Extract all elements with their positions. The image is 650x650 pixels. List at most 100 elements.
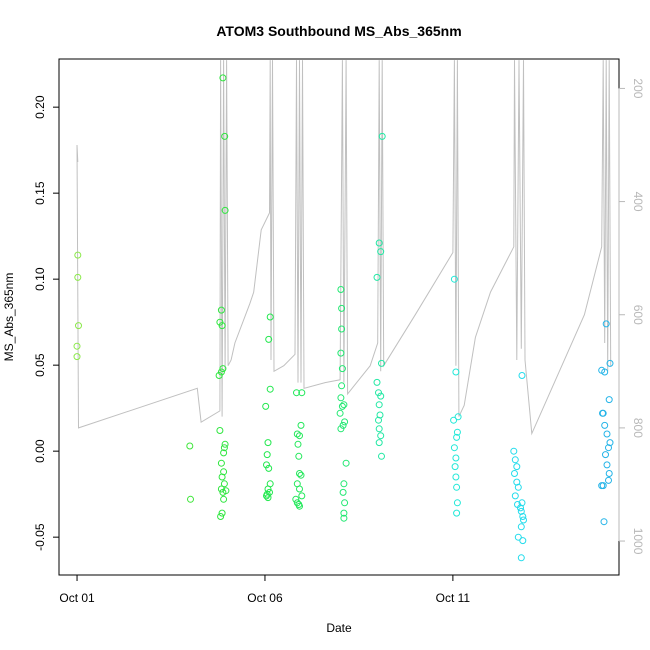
y-tick-label: 0.20: [33, 95, 47, 119]
data-point-43: [264, 494, 272, 502]
data-point-111: [511, 470, 518, 477]
data-point-97: [450, 416, 458, 424]
data-point-15: [215, 372, 223, 379]
data-point-18: [220, 444, 228, 452]
data-point-86: [377, 392, 385, 400]
altitude-track: [76, 60, 612, 436]
data-point-64: [338, 365, 346, 373]
data-point-12: [218, 322, 226, 330]
y-tick-label: 0.05: [33, 353, 47, 377]
data-point-6: [187, 495, 194, 503]
data-point-55: [298, 492, 306, 500]
data-point-104: [453, 483, 461, 491]
data-point-49: [294, 440, 302, 448]
data-point-124: [517, 554, 525, 562]
y2-axis: 200 400 600 800 1000: [618, 78, 645, 555]
data-point-91: [377, 432, 385, 440]
data-point-125: [602, 320, 610, 328]
data-point-3: [73, 342, 81, 350]
data-point-4: [73, 353, 81, 361]
y-tick-label: 0.00: [33, 439, 47, 463]
data-point-136: [602, 451, 609, 459]
data-point-37: [265, 464, 273, 472]
x-axis: Oct 01 Oct 06 Oct 11: [59, 574, 471, 605]
plot-frame: [58, 58, 620, 576]
data-point-65: [338, 382, 346, 390]
data-point-2: [75, 322, 82, 330]
data-point-114: [511, 492, 519, 500]
data-point-34: [264, 439, 272, 447]
data-point-7: [219, 74, 227, 82]
data-point-131: [599, 409, 607, 417]
data-point-28: [218, 509, 226, 517]
data-point-119: [519, 513, 527, 520]
data-point-14: [217, 368, 225, 376]
data-point-122: [514, 533, 522, 541]
data-point-90: [375, 425, 383, 433]
data-point-60: [337, 286, 345, 293]
data-point-1: [74, 273, 82, 281]
data-point-133: [603, 430, 611, 438]
data-point-48: [296, 432, 303, 440]
y-axis-label: MS_Abs_365nm: [2, 273, 16, 362]
data-point-39: [264, 485, 272, 493]
data-point-19: [220, 449, 228, 457]
data-point-128: [601, 368, 609, 376]
data-point-141: [599, 482, 607, 490]
y-tick-label: 0.15: [33, 181, 47, 205]
x-tick-label: Oct 06: [247, 591, 283, 605]
data-point-107: [518, 372, 526, 379]
chart-title: ATOM3 Southbound MS_Abs_365nm: [216, 23, 461, 39]
data-point-50: [295, 452, 303, 460]
data-point-120: [520, 516, 527, 524]
data-point-82: [373, 273, 381, 281]
track-line: [76, 60, 612, 436]
data-point-89: [375, 416, 382, 424]
data-points: [73, 74, 614, 562]
data-point-76: [341, 499, 349, 507]
data-point-137: [603, 461, 611, 469]
data-point-29: [217, 513, 225, 520]
x-tick-label: Oct 11: [436, 591, 471, 605]
data-point-83: [378, 359, 385, 367]
data-point-36: [263, 461, 270, 469]
data-point-47: [293, 430, 301, 438]
data-point-138: [605, 470, 613, 477]
data-point-22: [218, 473, 226, 481]
data-point-101: [452, 454, 460, 462]
data-point-56: [292, 495, 300, 503]
x-tick-label: Oct 01: [59, 591, 95, 605]
data-point-8: [221, 132, 229, 140]
data-point-44: [293, 389, 300, 397]
data-point-10: [217, 306, 225, 314]
data-point-129: [605, 396, 613, 404]
data-point-24: [217, 485, 225, 493]
data-point-108: [510, 447, 518, 455]
data-point-99: [453, 433, 461, 441]
data-point-59: [296, 502, 303, 510]
y2-tick-label: 600: [631, 305, 645, 325]
data-point-68: [338, 402, 346, 410]
y2-tick-label: 400: [631, 192, 645, 212]
data-point-72: [337, 425, 345, 433]
data-point-78: [340, 514, 348, 522]
data-point-80: [375, 239, 383, 247]
x-axis-label: Date: [326, 621, 352, 635]
data-point-109: [511, 456, 519, 464]
data-point-35: [263, 451, 271, 459]
data-point-20: [217, 459, 225, 467]
data-point-118: [517, 507, 525, 515]
data-point-5: [186, 442, 194, 450]
data-point-62: [338, 325, 346, 333]
data-point-103: [452, 473, 460, 481]
data-point-75: [339, 488, 347, 496]
data-point-61: [338, 304, 346, 312]
data-point-9: [221, 206, 229, 214]
data-point-121: [517, 523, 525, 531]
data-point-70: [341, 418, 349, 426]
data-point-135: [605, 444, 612, 452]
data-point-110: [513, 463, 521, 471]
data-point-134: [606, 439, 614, 447]
data-point-54: [296, 485, 303, 493]
